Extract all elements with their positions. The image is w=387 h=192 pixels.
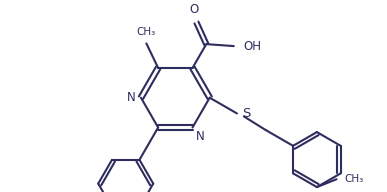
Text: S: S <box>242 107 250 120</box>
Text: N: N <box>195 130 204 143</box>
Text: CH₃: CH₃ <box>137 26 156 36</box>
Text: O: O <box>190 3 199 16</box>
Text: N: N <box>127 91 136 104</box>
Text: CH₃: CH₃ <box>344 174 364 184</box>
Text: OH: OH <box>243 40 262 53</box>
